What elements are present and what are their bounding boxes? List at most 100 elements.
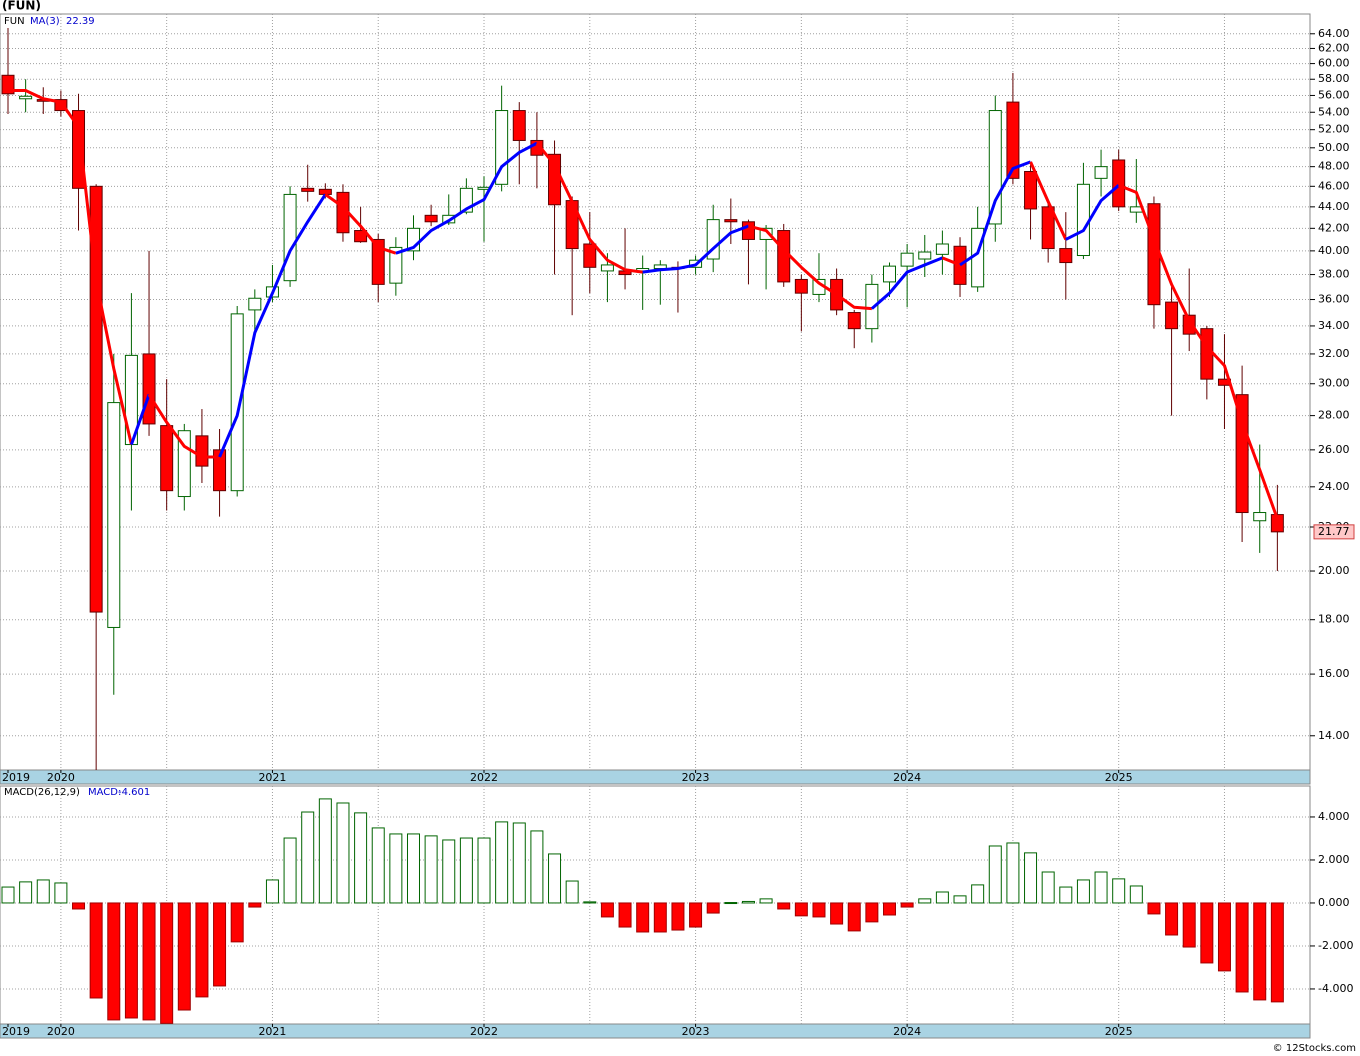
bar (883, 902, 896, 916)
bar (1217, 902, 1231, 972)
y-tick-label: 40.00 (1318, 244, 1350, 257)
bar (900, 902, 914, 908)
bar (195, 902, 209, 998)
bar (283, 837, 297, 904)
y-tick-label: 36.00 (1318, 293, 1350, 306)
bar (812, 902, 826, 918)
candle-body (19, 95, 33, 100)
candle-body (301, 187, 315, 192)
y-tick-label: 2.000 (1318, 853, 1350, 866)
bar (565, 880, 579, 904)
y-tick-label: 38.00 (1318, 268, 1350, 281)
bar (424, 835, 438, 904)
bar (1235, 902, 1249, 993)
candle-body (1059, 248, 1073, 264)
moving-average (147, 393, 220, 459)
bar (653, 902, 667, 933)
y-tick-label: 32.00 (1318, 347, 1350, 360)
candle-body (724, 219, 738, 223)
y-tick-label: 18.00 (1318, 613, 1350, 626)
candle-body (1253, 512, 1267, 522)
candle-body (371, 238, 385, 285)
candle-body (54, 99, 68, 112)
moving-average (395, 141, 538, 255)
x-tick-label: 2020 (47, 771, 75, 784)
y-tick-label: 34.00 (1318, 319, 1350, 332)
bar (1024, 852, 1038, 904)
candle-body (706, 219, 720, 260)
candle-body (389, 246, 403, 284)
bar (89, 902, 103, 999)
bar (336, 802, 350, 904)
y-tick-label: 44.00 (1318, 200, 1350, 213)
bar (636, 902, 650, 933)
x-tick-label: 2021 (258, 771, 286, 784)
bar (1006, 842, 1020, 904)
candle-body (248, 297, 262, 311)
y-tick-label: 58.00 (1318, 72, 1350, 85)
bar (1270, 902, 1284, 1003)
bar (706, 902, 720, 914)
bar (1165, 902, 1179, 936)
x-tick-label: 2024 (893, 771, 921, 784)
copyright: © 12Stocks.com (1273, 1043, 1356, 1054)
bar (1147, 902, 1161, 915)
bar (794, 902, 808, 917)
legend-macd: MACD(26,12,9) (4, 787, 80, 798)
y-tick-label: 42.00 (1318, 221, 1350, 234)
x-tick-label: 2024 (893, 1025, 921, 1038)
bar (988, 845, 1002, 904)
chart-title: (FUN) (2, 0, 41, 13)
bar (230, 902, 244, 943)
bar (124, 902, 138, 1019)
moving-average (324, 193, 397, 255)
bar (671, 902, 685, 931)
bar (935, 891, 949, 904)
candle-body (794, 278, 808, 294)
moving-average (941, 256, 961, 267)
bar (1112, 878, 1126, 904)
bar (741, 900, 755, 904)
y-tick-label: 14.00 (1318, 729, 1350, 742)
candle-body (213, 449, 227, 492)
bar (1182, 902, 1196, 948)
moving-average (1029, 161, 1068, 241)
price-panel (0, 13, 1311, 771)
y-tick-label: 50.00 (1318, 141, 1350, 154)
bar (36, 879, 50, 904)
y-tick-label: 56.00 (1318, 88, 1350, 101)
y-tick-label: 28.00 (1318, 409, 1350, 422)
bar (1, 886, 15, 904)
bar (72, 902, 86, 910)
y-tick-label: 16.00 (1318, 667, 1350, 680)
candle-body (600, 264, 614, 272)
moving-average (1118, 183, 1279, 520)
y-tick-label: -4.000 (1318, 982, 1353, 995)
candle-body (283, 193, 297, 282)
candle-body (759, 227, 773, 240)
bar (160, 902, 174, 1024)
bar (600, 902, 614, 918)
legend-macd-prefix: MACD: (88, 787, 121, 798)
y-tick-label: 24.00 (1318, 480, 1350, 493)
candle-body (1024, 170, 1038, 210)
candle-body (354, 230, 368, 243)
moving-average (1065, 184, 1120, 241)
bar (371, 827, 385, 904)
bar (442, 839, 456, 904)
moving-average (535, 142, 643, 274)
x-tick-label: 2021 (258, 1025, 286, 1038)
bar (689, 902, 703, 928)
bar (1129, 885, 1143, 904)
candle-body (1041, 206, 1055, 250)
legend-symbol: FUN (4, 16, 25, 27)
y-tick-label: 64.00 (1318, 27, 1350, 40)
y-tick-label: 30.00 (1318, 377, 1350, 390)
bar (583, 901, 597, 904)
y-tick-label: -2.000 (1318, 939, 1353, 952)
moving-average (870, 256, 943, 310)
bar (1253, 902, 1267, 1001)
bar (971, 884, 985, 904)
legend-macd-value: -4.601 (118, 787, 150, 798)
candle-body (847, 312, 861, 330)
